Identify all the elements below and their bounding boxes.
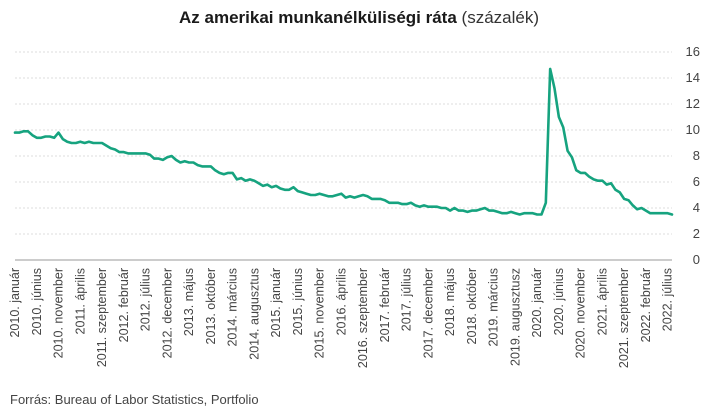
- x-tick-label: 2021. szeptember: [617, 268, 631, 368]
- x-tick-label: 2013. május: [182, 268, 196, 336]
- x-tick-label: 2013. október: [204, 268, 218, 344]
- x-tick-label: 2012. december: [160, 268, 174, 358]
- y-tick-label: 16: [686, 44, 700, 59]
- x-tick-label: 2017. július: [400, 268, 414, 331]
- x-tick-label: 2011. április: [73, 268, 87, 334]
- chart-title: Az amerikai munkanélküliségi ráta (száza…: [179, 8, 539, 27]
- gridlines: [15, 51, 672, 261]
- x-axis-labels: 2010. január 2010. június 2010. november 20…: [8, 268, 675, 368]
- y-tick-label: 10: [686, 122, 700, 137]
- y-axis-labels: 0 2 4 6 8 10 12 14 16: [686, 44, 700, 267]
- y-tick-label: 12: [686, 96, 700, 111]
- y-tick-label: 0: [693, 252, 700, 267]
- x-tick-label: 2015. június: [291, 268, 305, 335]
- y-tick-label: 4: [693, 200, 700, 215]
- chart-title-unit: (százalék): [461, 8, 539, 27]
- x-tick-label: 2017. december: [421, 268, 435, 358]
- y-tick-label: 6: [693, 174, 700, 189]
- y-tick-label: 14: [686, 70, 700, 85]
- x-tick-label: 2022. július: [661, 268, 675, 331]
- x-tick-label: 2016. április: [334, 268, 348, 335]
- x-tick-label: 2018. október: [465, 268, 479, 344]
- x-tick-label: 2020. november: [574, 268, 588, 358]
- x-tick-label: 2010. november: [52, 268, 66, 358]
- x-tick-label: 2021. április: [595, 268, 609, 335]
- series-line: [13, 67, 674, 216]
- y-tick-label: 8: [693, 148, 700, 163]
- x-tick-label: 2022. február: [639, 268, 653, 342]
- x-tick-label: 2019. augusztusz: [508, 268, 522, 366]
- x-tick-label: 2020. január: [530, 268, 544, 338]
- x-tick-label: 2010. január: [8, 268, 22, 338]
- x-tick-label: 2015. november: [313, 268, 327, 358]
- x-tick-label: 2015. január: [269, 268, 283, 338]
- x-tick-label: 2011. szeptember: [95, 268, 109, 367]
- x-tick-label: 2017. február: [378, 268, 392, 342]
- x-tick-label: 2014. március: [226, 268, 240, 347]
- series-unemployment-rate: [13, 67, 674, 216]
- x-tick-label: 2020. június: [552, 268, 566, 335]
- x-tick-label: 2010. június: [30, 268, 44, 335]
- x-tick-label: 2014. augusztus: [247, 268, 261, 360]
- y-tick-label: 2: [693, 226, 700, 241]
- x-tick-label: 2018. május: [443, 268, 457, 336]
- source-note: Forrás: Bureau of Labor Statistics, Port…: [10, 392, 259, 407]
- x-tick-label: 2012. február: [117, 268, 131, 342]
- x-tick-label: 2012. július: [139, 268, 153, 331]
- x-tick-label: 2016. szeptember: [356, 268, 370, 368]
- x-tick-label: 2019. március: [487, 268, 501, 347]
